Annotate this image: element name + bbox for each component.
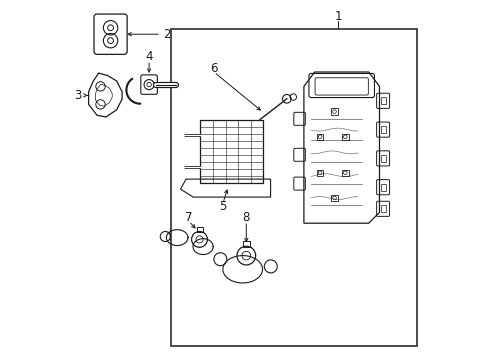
FancyBboxPatch shape — [94, 14, 127, 54]
Text: 8: 8 — [242, 211, 249, 224]
Bar — [242, 241, 249, 247]
Bar — [381, 184, 385, 191]
Bar — [342, 134, 348, 140]
Bar — [196, 227, 203, 232]
Bar — [316, 134, 323, 140]
Bar — [381, 205, 385, 212]
Bar — [381, 155, 385, 162]
Text: 4: 4 — [145, 50, 153, 63]
Bar — [316, 170, 323, 176]
Text: 3: 3 — [74, 89, 81, 102]
Bar — [170, 29, 416, 346]
Text: 2: 2 — [163, 28, 170, 41]
Text: 6: 6 — [210, 62, 217, 75]
Bar — [200, 120, 263, 183]
Bar — [381, 97, 385, 104]
Text: 7: 7 — [184, 211, 192, 224]
Text: 5: 5 — [219, 201, 226, 213]
Bar — [330, 195, 337, 201]
Bar — [342, 170, 348, 176]
Bar — [330, 108, 337, 115]
Text: 1: 1 — [334, 10, 341, 23]
Bar — [381, 126, 385, 133]
